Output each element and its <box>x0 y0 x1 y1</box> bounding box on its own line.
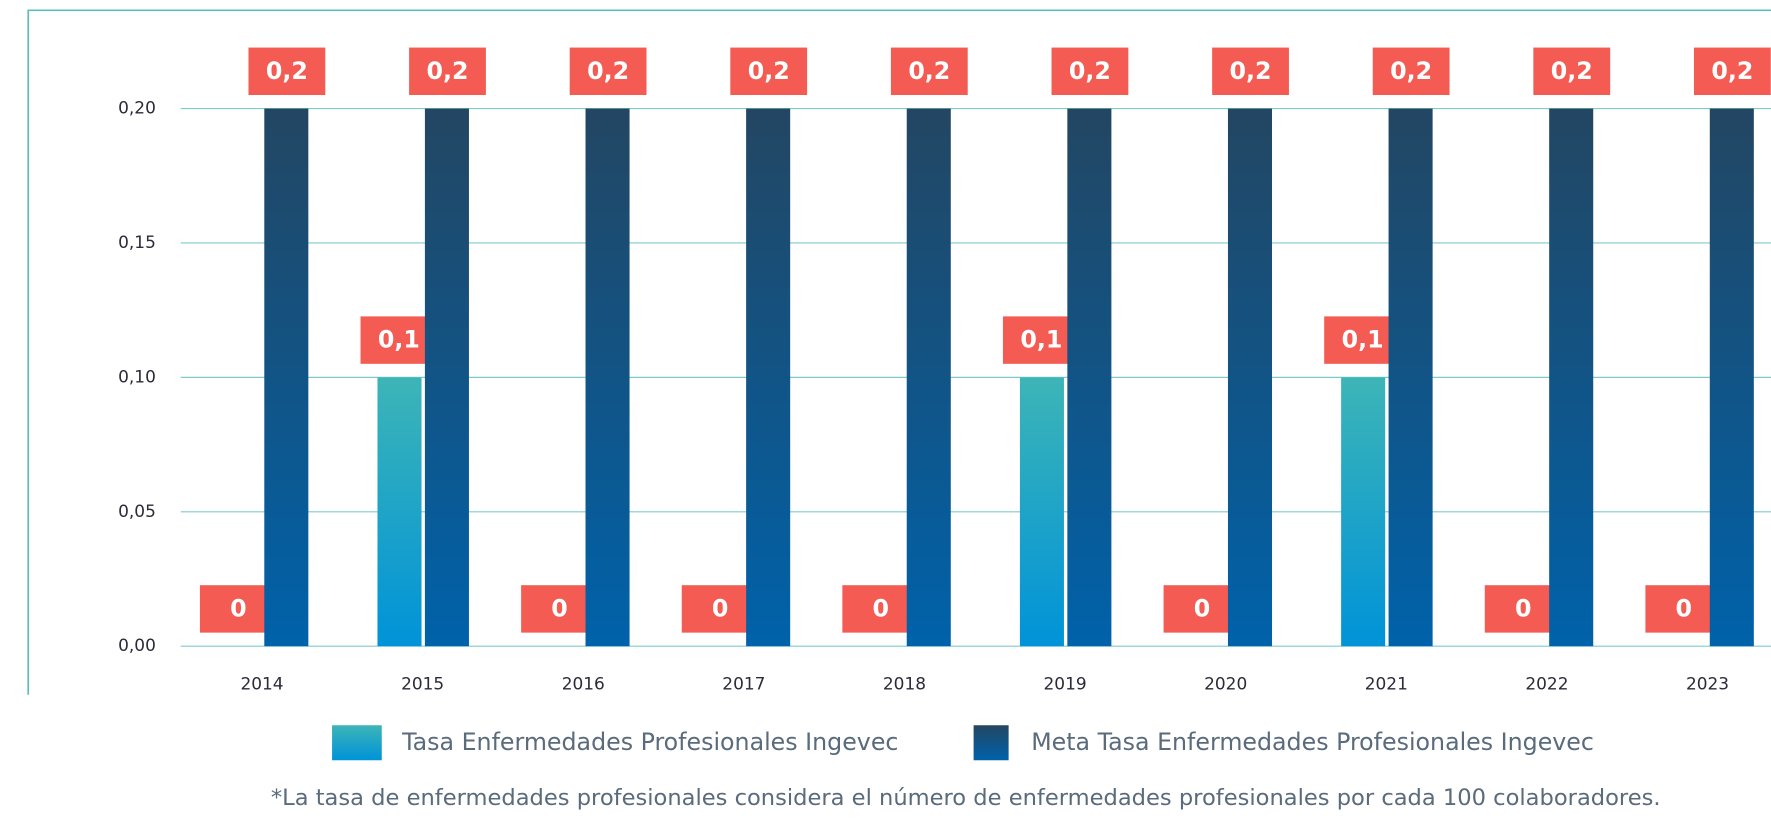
value-label: 0,2 <box>1390 57 1432 85</box>
value-label: 0,2 <box>748 57 790 85</box>
x-tick-label: 2018 <box>883 674 926 694</box>
legend-swatch <box>973 725 1009 761</box>
value-label-box <box>1372 47 1450 96</box>
value-label-box <box>1533 47 1611 96</box>
value-label: 0,2 <box>1551 57 1593 85</box>
value-label: 0 <box>712 595 729 623</box>
bar <box>1709 108 1754 647</box>
x-tick-label: 2015 <box>401 674 444 694</box>
value-label: 0,1 <box>378 326 420 354</box>
value-label: 0,2 <box>1069 57 1111 85</box>
x-tick-label: 2022 <box>1525 674 1568 694</box>
frame <box>27 9 1771 695</box>
value-label: 0 <box>1515 595 1531 623</box>
y-tick-label: 0,10 <box>118 366 156 386</box>
bar <box>1067 108 1112 647</box>
value-label-box <box>409 47 486 96</box>
bar <box>1341 377 1386 647</box>
value-label: 0,2 <box>587 57 629 85</box>
value-label-box <box>248 47 326 96</box>
value-label: 0 <box>1194 595 1211 623</box>
value-label-box <box>1163 585 1241 633</box>
bar <box>1549 108 1594 647</box>
value-label-box <box>1484 585 1562 633</box>
x-tick-label: 2016 <box>562 674 605 694</box>
y-tick-label: 0,00 <box>118 635 156 655</box>
value-label-box <box>1212 47 1289 96</box>
bar <box>585 108 630 647</box>
value-label: 0,2 <box>266 57 308 85</box>
legend-label: Tasa Enfermedades Profesionales Ingevec <box>401 728 898 756</box>
value-label-box <box>842 585 920 633</box>
value-label-box <box>1051 47 1129 96</box>
bar <box>424 108 469 647</box>
x-tick-label: 2019 <box>1044 674 1087 694</box>
value-label-box <box>730 47 808 96</box>
x-tick-label: 2020 <box>1204 674 1247 694</box>
value-label: 0,2 <box>426 57 468 85</box>
value-label: 0 <box>1676 595 1693 623</box>
bar <box>264 108 309 647</box>
y-tick-label: 0,20 <box>118 98 156 118</box>
legend-label: Meta Tasa Enfermedades Profesionales Ing… <box>1031 728 1594 756</box>
value-label: 0,1 <box>1342 326 1384 354</box>
value-label-box <box>1002 316 1080 364</box>
value-label-box <box>681 585 759 633</box>
value-label-box <box>521 585 598 633</box>
x-tick-label: 2021 <box>1365 674 1408 694</box>
bar <box>377 377 422 647</box>
bar <box>746 108 791 647</box>
bar <box>1227 108 1273 647</box>
y-tick-label: 0,15 <box>118 232 156 252</box>
value-label-box <box>1693 47 1771 96</box>
value-label-box <box>1645 585 1723 633</box>
value-label: 0 <box>230 595 247 623</box>
value-label: 0,2 <box>908 57 950 85</box>
bar <box>1019 377 1064 647</box>
x-tick-label: 2023 <box>1686 674 1729 694</box>
value-label-box <box>199 585 277 633</box>
footnote: *La tasa de enfermedades profesionales c… <box>271 785 1661 811</box>
value-label: 0,1 <box>1020 326 1062 354</box>
x-tick-label: 2017 <box>722 674 765 694</box>
value-label-box <box>890 47 968 96</box>
value-label-box <box>1324 316 1401 364</box>
value-label: 0 <box>551 595 568 623</box>
value-label: 0,2 <box>1230 57 1272 85</box>
value-label: 0 <box>873 595 890 623</box>
bar <box>906 108 951 647</box>
value-label-box <box>360 316 438 364</box>
value-label: 0,2 <box>1711 57 1753 85</box>
legend-swatch <box>332 725 382 761</box>
value-label-box <box>569 47 647 96</box>
bar <box>1388 108 1433 647</box>
y-tick-label: 0,05 <box>118 501 156 521</box>
x-tick-label: 2014 <box>240 674 283 694</box>
